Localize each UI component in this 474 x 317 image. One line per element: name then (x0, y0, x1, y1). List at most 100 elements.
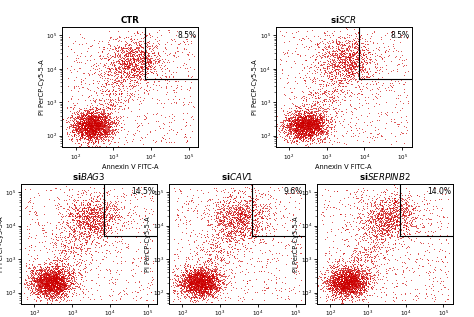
Point (67, 231, 74, 236)
Point (427, 285, 435, 290)
Point (298, 131, 305, 136)
Point (392, 192, 400, 197)
Point (413, 214, 420, 219)
Point (284, 118, 292, 123)
Point (184, 42, 192, 47)
Point (94, 228, 101, 233)
Point (128, 138, 136, 143)
Point (208, 273, 216, 278)
Point (68, 194, 75, 199)
Point (188, 268, 196, 274)
Point (186, 287, 193, 292)
Point (333, 39, 340, 44)
Point (34, 276, 41, 281)
Point (143, 246, 151, 251)
Point (54, 297, 61, 302)
Point (96, 198, 103, 204)
Point (337, 64, 344, 69)
Point (100, 117, 107, 122)
Point (186, 285, 194, 290)
Point (363, 272, 371, 277)
Point (219, 209, 226, 214)
Point (61, 242, 69, 247)
Point (348, 63, 356, 68)
Point (315, 126, 323, 132)
Point (256, 207, 264, 212)
Point (204, 288, 212, 293)
Point (372, 232, 380, 237)
Point (295, 124, 303, 129)
Point (340, 88, 347, 94)
Point (62, 283, 69, 288)
Point (319, 280, 327, 285)
Point (181, 78, 189, 83)
Point (309, 113, 316, 118)
Point (83, 128, 91, 133)
Point (322, 272, 329, 277)
Point (88, 122, 95, 127)
Point (94, 112, 101, 117)
Point (327, 275, 334, 281)
Point (366, 276, 374, 281)
Point (356, 68, 363, 73)
Point (195, 277, 203, 282)
Point (337, 292, 345, 297)
Point (330, 283, 338, 288)
Point (321, 91, 328, 96)
Point (315, 113, 322, 118)
Point (195, 288, 203, 294)
Point (219, 226, 227, 231)
Point (159, 49, 166, 54)
Point (109, 241, 116, 246)
Point (92, 118, 100, 123)
Point (292, 268, 300, 273)
Point (229, 261, 237, 266)
Point (241, 244, 249, 249)
Point (80, 117, 87, 122)
Point (339, 282, 347, 287)
Point (266, 260, 273, 265)
Point (333, 58, 341, 63)
Point (213, 206, 220, 211)
Point (196, 293, 204, 298)
Point (77, 116, 84, 121)
Point (377, 208, 385, 213)
Point (305, 114, 313, 119)
Point (206, 273, 213, 278)
Point (123, 76, 130, 81)
Point (367, 131, 374, 136)
Point (186, 271, 194, 276)
Point (346, 259, 354, 264)
Point (118, 83, 126, 88)
Point (89, 225, 96, 230)
Point (354, 48, 362, 53)
Point (182, 294, 190, 300)
Point (303, 29, 311, 34)
Point (345, 278, 352, 283)
Point (179, 287, 186, 292)
Point (312, 132, 319, 137)
Point (340, 284, 348, 289)
Point (347, 275, 355, 280)
Point (382, 228, 389, 233)
Point (240, 222, 247, 227)
Point (336, 288, 343, 293)
Point (241, 192, 249, 197)
Point (335, 200, 343, 205)
Point (77, 142, 85, 147)
Point (66, 118, 74, 123)
Point (315, 129, 322, 134)
Point (91, 205, 98, 210)
Point (347, 115, 355, 120)
Point (364, 113, 371, 119)
Point (130, 216, 137, 221)
Point (65, 188, 73, 193)
Point (190, 268, 198, 273)
Point (365, 223, 372, 228)
Point (243, 198, 250, 204)
Point (299, 129, 306, 134)
Point (356, 278, 364, 283)
Point (201, 235, 209, 240)
Point (122, 63, 130, 68)
Point (427, 216, 434, 221)
